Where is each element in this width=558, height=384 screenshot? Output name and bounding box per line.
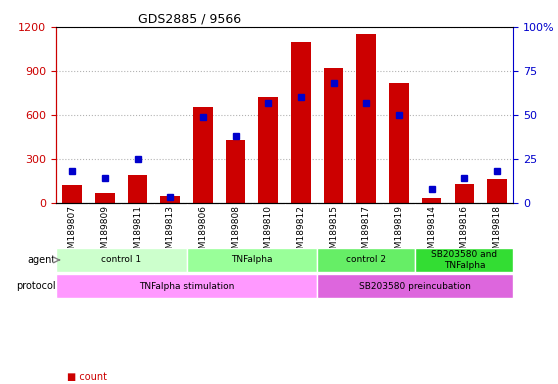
Text: GSM189809: GSM189809 (100, 205, 109, 260)
Text: GSM189819: GSM189819 (395, 205, 403, 260)
FancyBboxPatch shape (186, 248, 318, 272)
Text: GSM189818: GSM189818 (493, 205, 502, 260)
Text: TNFalpha: TNFalpha (231, 255, 273, 265)
Text: control 2: control 2 (347, 255, 386, 265)
Bar (422, 199, 441, 203)
Text: GSM189808: GSM189808 (231, 205, 240, 260)
Bar (128, 175, 147, 203)
Text: GSM189807: GSM189807 (68, 205, 76, 260)
Bar (160, 196, 180, 203)
FancyBboxPatch shape (56, 275, 318, 298)
Bar (455, 184, 474, 203)
Bar (193, 108, 213, 203)
Bar (487, 179, 507, 203)
Bar (95, 192, 114, 203)
FancyBboxPatch shape (415, 248, 513, 272)
Text: GSM189817: GSM189817 (362, 205, 371, 260)
Text: GSM189815: GSM189815 (329, 205, 338, 260)
Text: SB203580 preincubation: SB203580 preincubation (359, 282, 472, 291)
Text: GSM189812: GSM189812 (296, 205, 305, 260)
Bar (357, 34, 376, 203)
Text: GSM189806: GSM189806 (199, 205, 208, 260)
Bar (258, 97, 278, 203)
Bar (389, 83, 409, 203)
Text: agent: agent (27, 255, 56, 265)
Text: SB203580 and
TNFalpha: SB203580 and TNFalpha (431, 250, 497, 270)
FancyBboxPatch shape (318, 248, 415, 272)
Text: GSM189810: GSM189810 (264, 205, 273, 260)
FancyBboxPatch shape (56, 248, 186, 272)
Text: GSM189813: GSM189813 (166, 205, 175, 260)
Bar (291, 41, 311, 203)
Text: GDS2885 / 9566: GDS2885 / 9566 (138, 13, 241, 26)
Bar (226, 140, 246, 203)
Text: GSM189816: GSM189816 (460, 205, 469, 260)
Bar (324, 68, 343, 203)
Text: protocol: protocol (16, 281, 56, 291)
Text: GSM189811: GSM189811 (133, 205, 142, 260)
FancyBboxPatch shape (318, 275, 513, 298)
Text: ■ count: ■ count (67, 372, 107, 382)
Text: TNFalpha stimulation: TNFalpha stimulation (139, 282, 234, 291)
Text: GSM189814: GSM189814 (427, 205, 436, 260)
Bar (62, 185, 82, 203)
Text: control 1: control 1 (101, 255, 141, 265)
